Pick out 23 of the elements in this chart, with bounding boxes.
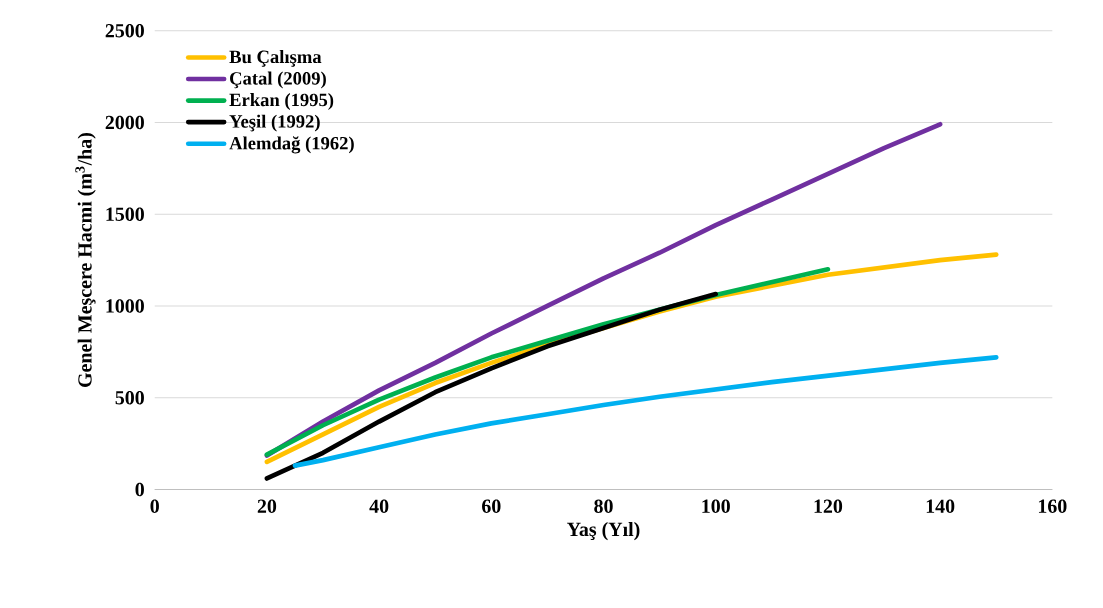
line-series xyxy=(264,291,719,481)
x-tick-label: 160 xyxy=(1038,499,1067,513)
y-axis-title: Genel Meşcere Hacmi (m$^{3}$/ha) xyxy=(75,133,96,387)
x-tick-label: 0 xyxy=(150,499,159,513)
y-tick-label: 1500 xyxy=(106,207,144,221)
x-tick-label: 120 xyxy=(814,499,843,513)
y-tick-label: 2000 xyxy=(105,115,144,130)
x-axis-title: Yaş (Yıl) xyxy=(567,521,640,541)
legend-label: Bu Çalışma xyxy=(229,49,322,67)
y-tick-label: 1000 xyxy=(106,299,144,313)
x-tick-label: 80 xyxy=(594,499,613,513)
x-tick-label: 40 xyxy=(369,499,389,513)
y-tick-label: 0 xyxy=(135,482,144,497)
x-tick-label: 140 xyxy=(926,499,955,513)
legend-label: Alemdağ (1962) xyxy=(229,136,354,154)
y-tick-label: 2500 xyxy=(105,23,144,38)
y-tick-label: 500 xyxy=(115,390,144,405)
x-tick-label: 20 xyxy=(257,499,277,513)
legend-label: Çatal (2009) xyxy=(230,71,326,89)
x-tick-label: 100 xyxy=(702,499,730,513)
legend-label: Erkan (1995) xyxy=(229,93,334,110)
x-tick-label: 60 xyxy=(482,499,501,513)
legend-label: Yeşil (1992) xyxy=(229,114,320,132)
